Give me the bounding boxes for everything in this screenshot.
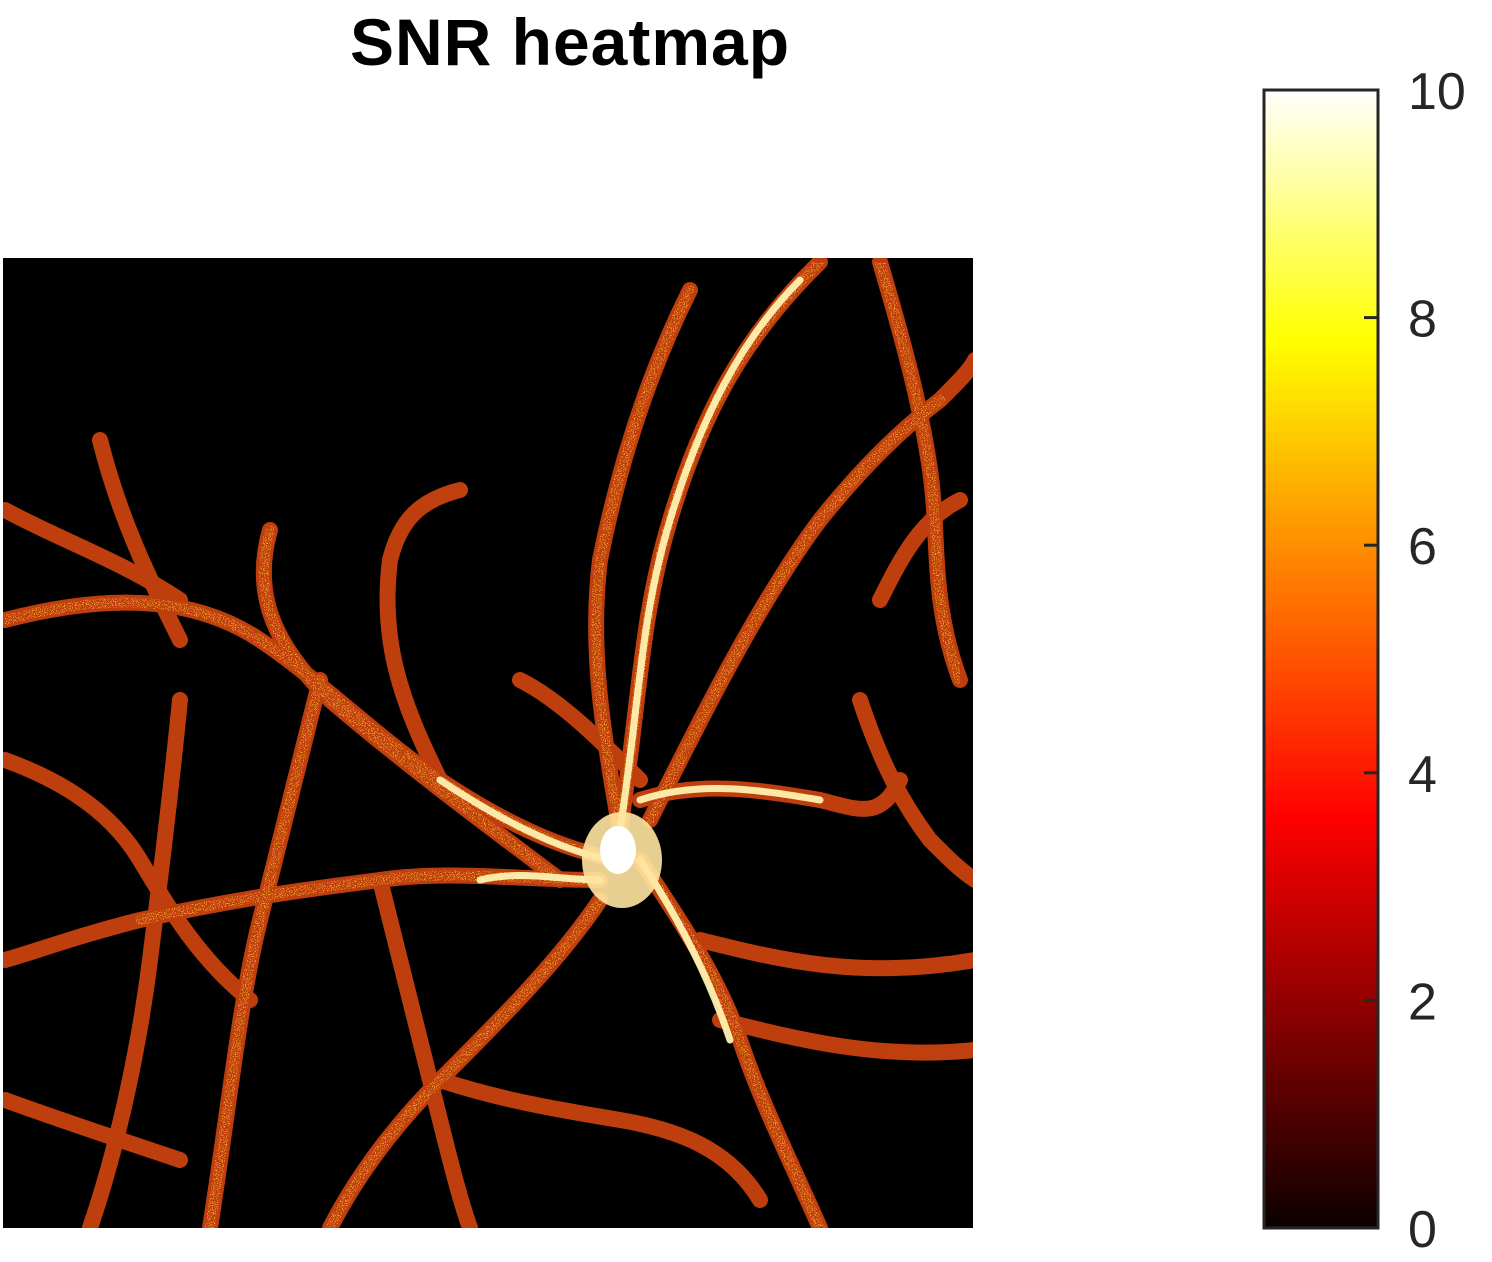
colorbar: 0 2 4 6 8 10 — [1262, 63, 1466, 1259]
colorbar-tick-label-6: 6 — [1408, 518, 1437, 576]
dendrite-branches — [3, 258, 973, 1228]
colorbar-ticks: 0 2 4 6 8 10 — [1364, 63, 1466, 1259]
colorbar-gradient — [1262, 88, 1380, 1230]
colorbar-tick-label-8: 8 — [1408, 291, 1437, 349]
chart-title: SNR heatmap — [349, 5, 791, 79]
heatmap-image — [3, 258, 973, 1228]
colorbar-tick-label-0: 0 — [1408, 1201, 1437, 1259]
heatmap-background — [3, 258, 973, 1228]
soma-core — [600, 826, 636, 874]
colorbar-tick-label-2: 2 — [1408, 973, 1437, 1031]
colorbar-tick-label-4: 4 — [1408, 746, 1437, 804]
colorbar-tick-label-10: 10 — [1408, 63, 1466, 121]
